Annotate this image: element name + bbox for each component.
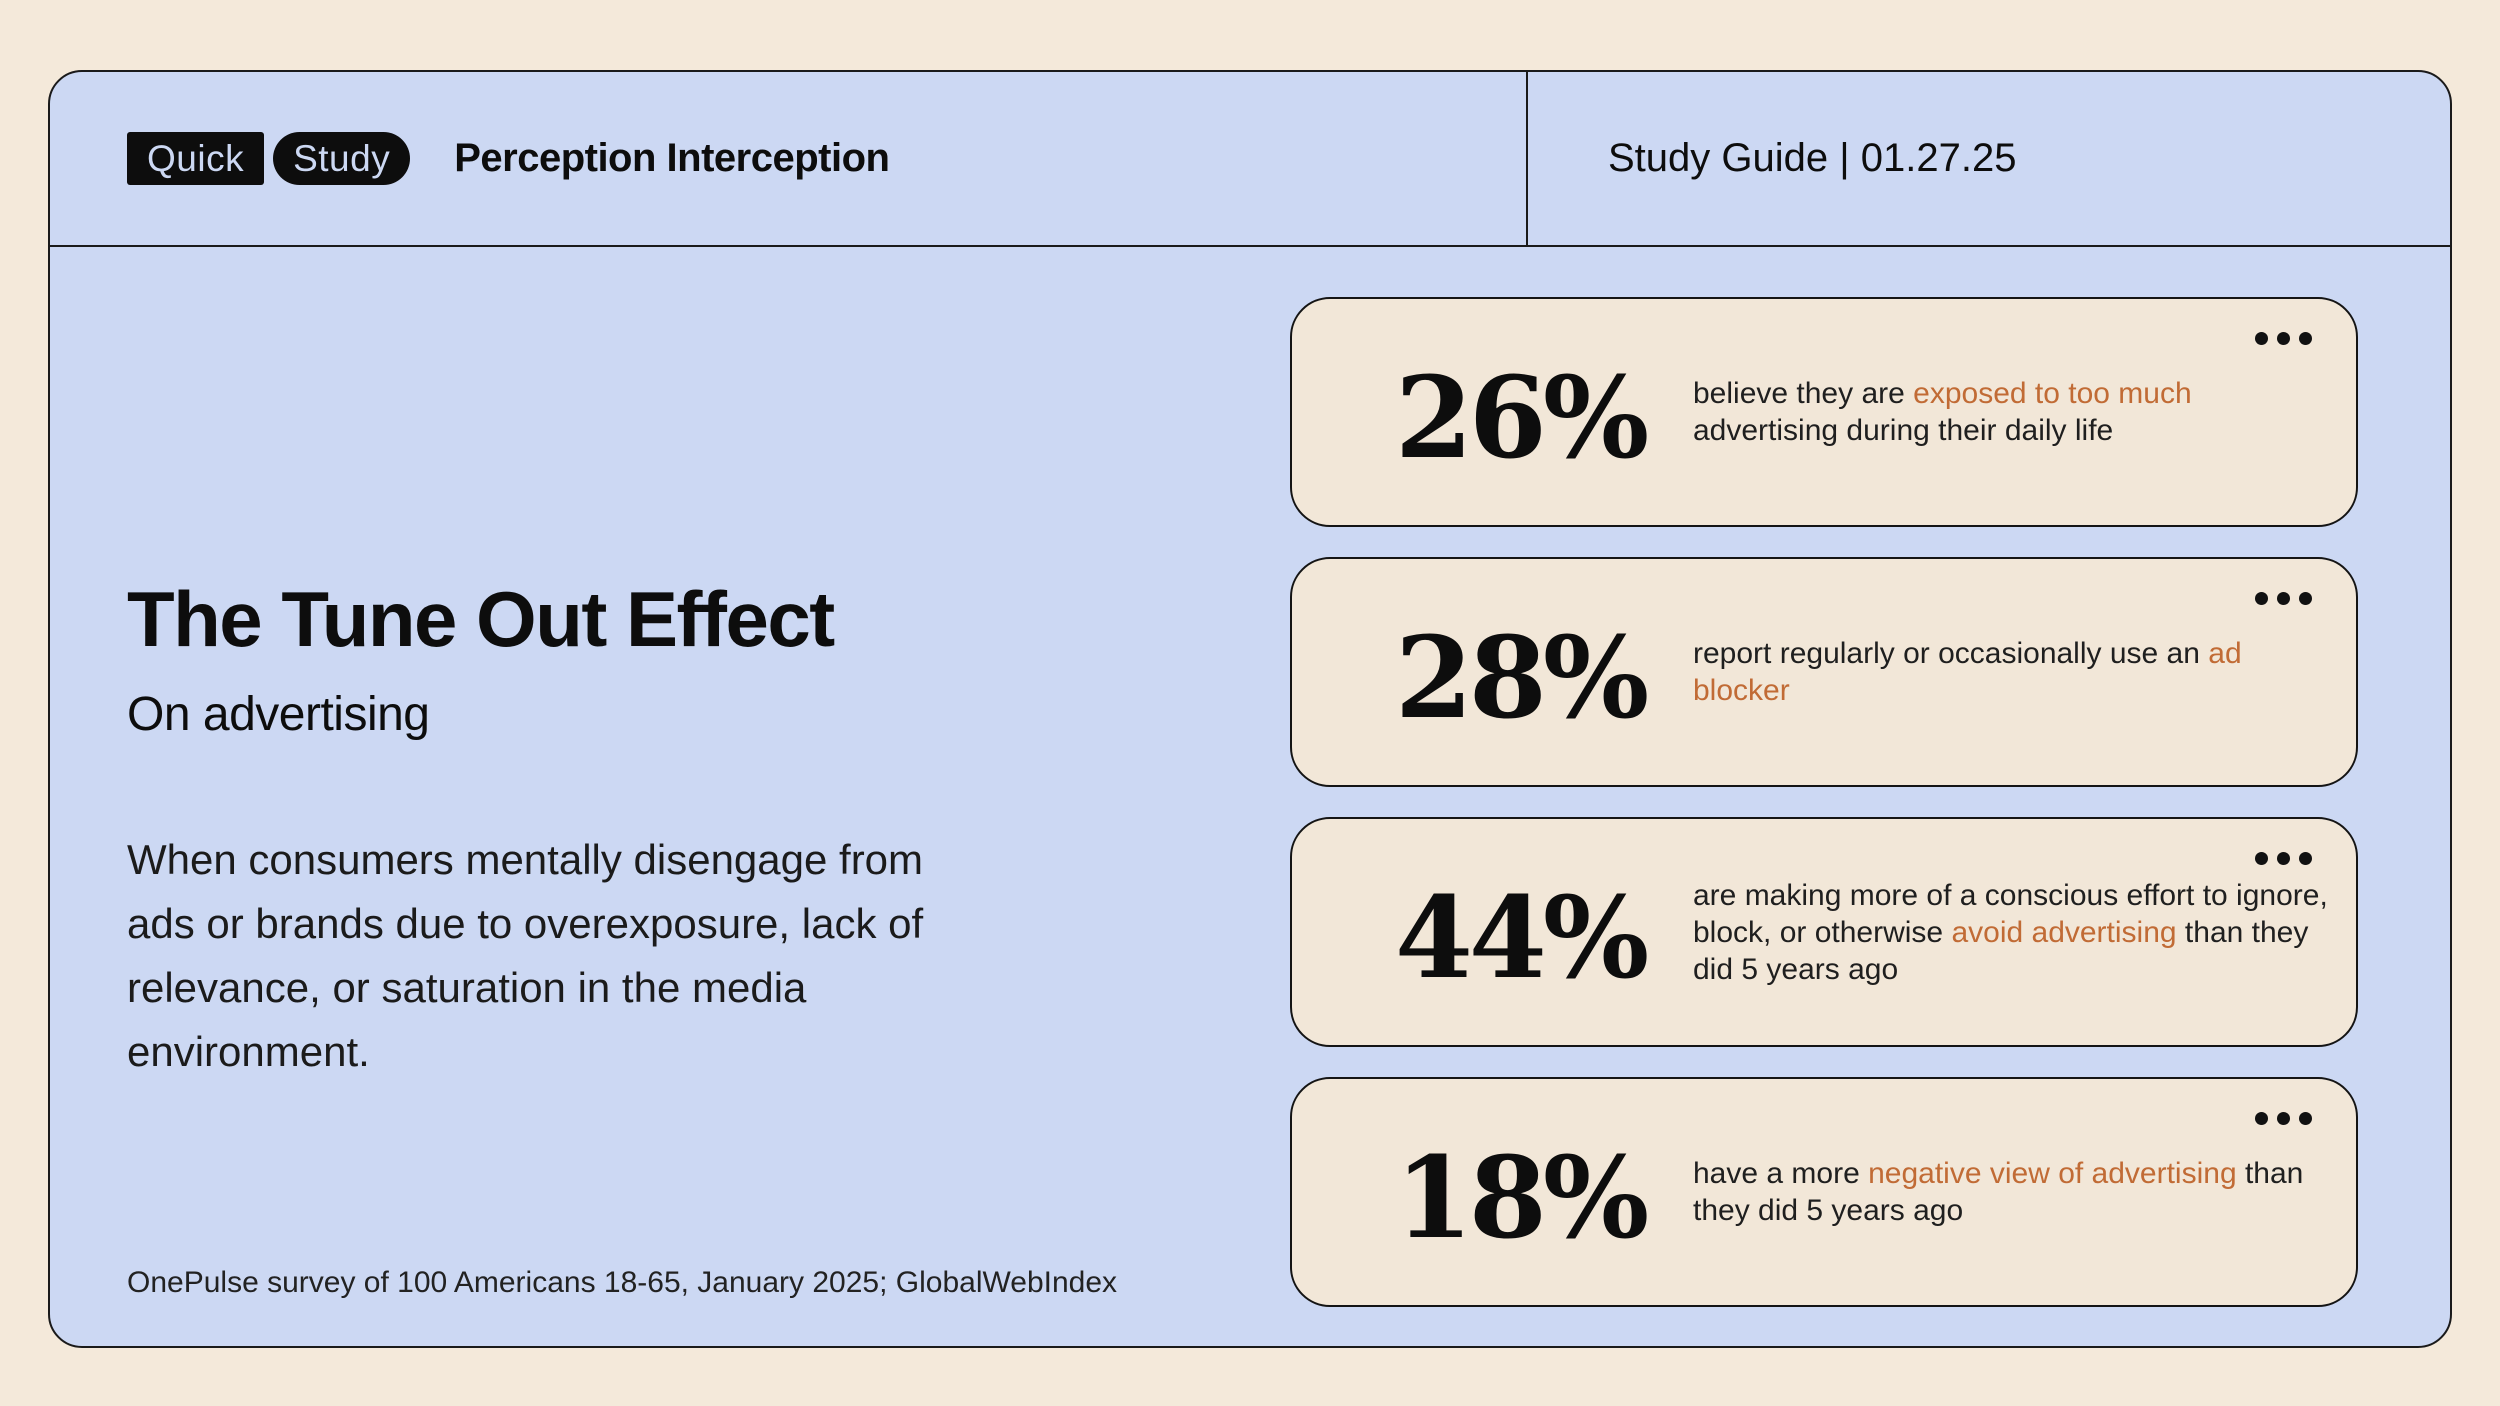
dot: [2299, 592, 2312, 605]
definition-text: When consumers mentally disengage from a…: [127, 836, 924, 1076]
dot: [2299, 1112, 2312, 1125]
dot: [2299, 332, 2312, 345]
stat-text-plain: than they did 5 years ago: [1693, 1157, 2304, 1227]
ellipsis-icon: [2255, 1112, 2312, 1125]
stat-text-plain: have a more: [1693, 1157, 1869, 1190]
page-subtitle: On advertising: [127, 688, 430, 742]
stat-description: believe they are exposed to too much adv…: [1693, 375, 2345, 449]
stat-value: 44%: [1395, 873, 1649, 1004]
header-meta: Study Guide | 01.27.25: [1608, 136, 2017, 180]
stat-description: report regularly or occasionally use an …: [1693, 635, 2345, 709]
source-note: OnePulse survey of 100 Americans 18-65, …: [127, 1266, 1118, 1299]
ellipsis-icon: [2255, 332, 2312, 345]
logo-word-study: Study: [273, 132, 411, 185]
stat-card: 44% are making more of a conscious effor…: [1290, 817, 2358, 1047]
ellipsis-icon: [2255, 592, 2312, 605]
stat-card-list: 26% believe they are exposed to too much…: [1290, 297, 2358, 1307]
stat-description: are making more of a conscious effort to…: [1693, 877, 2345, 988]
stat-text-highlight: avoid advertising: [1951, 915, 2177, 949]
stat-description: have a more negative view of advertising…: [1693, 1155, 2345, 1229]
dot: [2255, 852, 2268, 865]
dot: [2255, 1112, 2268, 1125]
stat-card: 26% believe they are exposed to too much…: [1290, 297, 2358, 527]
stat-value: 28%: [1395, 613, 1649, 744]
stat-value: 26%: [1395, 353, 1649, 484]
ellipsis-icon: [2255, 852, 2312, 865]
stat-text-plain: are making more of a conscious effort to…: [1693, 878, 2328, 949]
stat-text-plain: report regularly or occasionally use an: [1693, 637, 2209, 670]
header-topic: Perception Interception: [454, 136, 890, 180]
stat-value: 18%: [1395, 1133, 1649, 1264]
stat-text-plain: advertising during their daily life: [1693, 414, 2114, 447]
dot: [2277, 852, 2290, 865]
stat-text-plain: believe they are: [1693, 377, 1914, 410]
stat-card: 28% report regularly or occasionally use…: [1290, 557, 2358, 787]
dot: [2255, 332, 2268, 345]
stat-text-plain: than they did 5 years ago: [1693, 915, 2309, 986]
stat-text-highlight: ad blocker: [1693, 637, 2242, 707]
dot: [2299, 852, 2312, 865]
quick-study-logo: Quick Study: [127, 132, 411, 185]
study-guide-panel: Quick Study Perception Interception Stud…: [48, 70, 2452, 1348]
dot: [2255, 592, 2268, 605]
header: Quick Study Perception Interception Stud…: [50, 72, 2450, 247]
dot: [2277, 332, 2290, 345]
page-title: The Tune Out Effect: [127, 575, 835, 663]
header-right: Study Guide | 01.27.25: [1528, 72, 2450, 245]
stat-card: 18% have a more negative view of adverti…: [1290, 1077, 2358, 1307]
logo-word-quick: Quick: [127, 132, 265, 185]
stat-text-highlight: exposed to too much: [1913, 377, 2192, 410]
stat-text-highlight: negative view of advertising: [1868, 1157, 2237, 1190]
dot: [2277, 592, 2290, 605]
content: The Tune Out Effect On advertising When …: [50, 247, 2450, 1346]
dot: [2277, 1112, 2290, 1125]
intro-column: The Tune Out Effect On advertising When …: [127, 247, 1267, 1346]
header-left: Quick Study Perception Interception: [50, 72, 1528, 245]
